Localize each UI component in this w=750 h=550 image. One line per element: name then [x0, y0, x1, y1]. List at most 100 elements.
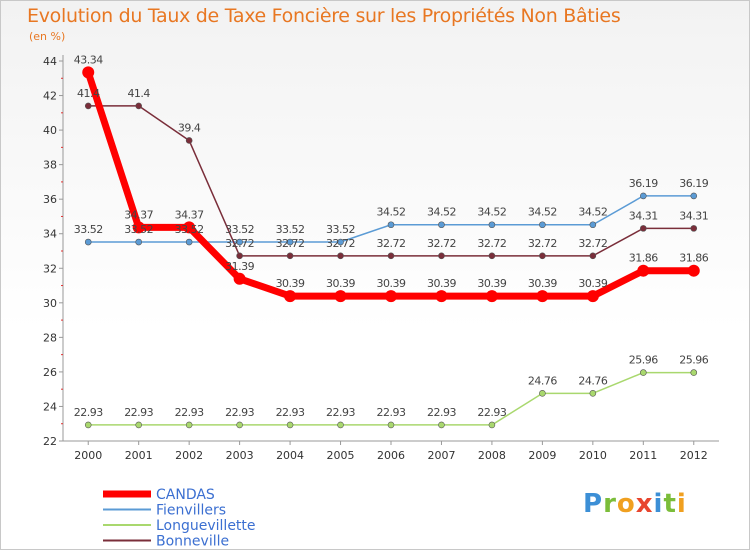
- x-tick-label: 2009: [528, 449, 556, 462]
- data-point: [286, 252, 294, 260]
- data-point: [438, 252, 445, 260]
- legend-label: CANDAS: [156, 487, 215, 503]
- x-tick-label: 2012: [680, 449, 708, 462]
- data-point: [84, 238, 92, 246]
- data-label: 32.72: [528, 237, 557, 250]
- data-label: 22.93: [326, 406, 355, 419]
- data-label: 34.31: [679, 209, 708, 222]
- data-point: [135, 102, 142, 110]
- data-point: [236, 421, 243, 429]
- data-point: [640, 192, 647, 200]
- data-label: 22.93: [276, 406, 305, 419]
- data-label: 32.72: [427, 237, 456, 250]
- data-point: [387, 221, 395, 229]
- data-point: [337, 252, 344, 260]
- x-tick-label: 2000: [74, 449, 102, 462]
- data-label: 34.37: [124, 208, 153, 221]
- data-point: [183, 221, 196, 234]
- data-label: 32.72: [225, 237, 254, 250]
- y-tick-label: 26: [43, 366, 57, 379]
- data-label: 24.76: [528, 374, 557, 387]
- data-label: 34.52: [477, 206, 506, 219]
- chart-title: Evolution du Taux de Taxe Foncière sur l…: [27, 5, 621, 27]
- y-tick-label: 32: [43, 262, 57, 275]
- data-point: [233, 272, 246, 285]
- data-point: [385, 290, 397, 303]
- data-label: 32.72: [578, 237, 607, 250]
- y-tick-label: 30: [43, 297, 57, 310]
- data-label: 34.52: [528, 206, 557, 219]
- data-point: [84, 102, 92, 110]
- legend-label: Longuevillette: [156, 518, 256, 534]
- data-point: [485, 290, 498, 303]
- data-point: [539, 252, 546, 260]
- data-label: 33.52: [74, 223, 103, 236]
- legend: CANDASFienvillersLonguevilletteBonnevill…: [103, 487, 256, 549]
- data-point: [539, 221, 546, 229]
- data-point: [438, 221, 445, 229]
- data-label: 34.52: [578, 206, 607, 219]
- data-point: [236, 252, 243, 260]
- data-label: 32.72: [276, 237, 305, 250]
- axes-group: 22 24 26 28 30 32 34 36 38 40 42 44 2000 2001 2002 2003…: [43, 55, 719, 462]
- data-label: 33.52: [225, 223, 254, 236]
- data-label: 25.96: [629, 354, 658, 367]
- data-label: 22.93: [427, 406, 456, 419]
- data-point: [135, 238, 142, 246]
- data-point: [286, 421, 294, 429]
- y-tick-label: 38: [43, 159, 57, 172]
- data-point: [687, 264, 700, 277]
- data-label: 30.39: [578, 277, 607, 290]
- data-point: [640, 225, 647, 232]
- data-point: [589, 252, 597, 260]
- x-tick-label: 2002: [175, 449, 203, 462]
- y-tick-label: 36: [43, 193, 57, 206]
- y-tick-label: 28: [43, 331, 57, 344]
- proxiti-logo: Proxiti: [583, 489, 687, 519]
- series-line-candas: [84, 68, 698, 300]
- data-point: [132, 221, 145, 234]
- data-label: 34.52: [377, 206, 406, 219]
- data-point: [589, 221, 597, 229]
- x-tick-label: 2007: [427, 449, 455, 462]
- data-label: 22.93: [74, 406, 103, 419]
- data-label: 33.52: [124, 223, 153, 236]
- x-tick-label: 2001: [125, 449, 153, 462]
- data-point: [185, 238, 193, 246]
- data-point: [640, 369, 647, 376]
- data-point: [284, 290, 297, 303]
- x-tick-label: 2004: [276, 449, 304, 462]
- y-tick-label: 44: [43, 55, 57, 68]
- data-point: [637, 264, 650, 277]
- data-point: [185, 137, 193, 144]
- data-label: 33.52: [276, 223, 305, 236]
- data-point: [387, 252, 395, 260]
- data-point: [536, 290, 549, 303]
- data-label: 22.93: [225, 406, 254, 419]
- data-point: [589, 390, 597, 397]
- data-label: 22.93: [377, 406, 406, 419]
- data-point: [337, 238, 344, 246]
- data-label: 22.93: [124, 406, 153, 419]
- data-label: 43.34: [74, 53, 103, 66]
- data-label: 30.39: [326, 277, 355, 290]
- data-point: [337, 421, 344, 429]
- data-label: 41.4: [77, 87, 100, 100]
- data-label: 32.72: [326, 237, 355, 250]
- data-point: [488, 221, 496, 229]
- x-tick-label: 2008: [478, 449, 506, 462]
- data-point: [690, 225, 698, 232]
- data-label: 33.52: [326, 223, 355, 236]
- y-tick-label: 40: [43, 124, 57, 137]
- data-label: 41.4: [127, 87, 150, 100]
- data-point: [334, 290, 347, 303]
- data-label: 24.76: [578, 374, 607, 387]
- data-label: 34.37: [175, 208, 204, 221]
- x-tick-label: 2003: [226, 449, 254, 462]
- data-point: [135, 421, 142, 429]
- legend-label: Bonneville: [156, 534, 229, 550]
- data-point: [435, 290, 448, 303]
- y-tick-label: 22: [43, 435, 57, 448]
